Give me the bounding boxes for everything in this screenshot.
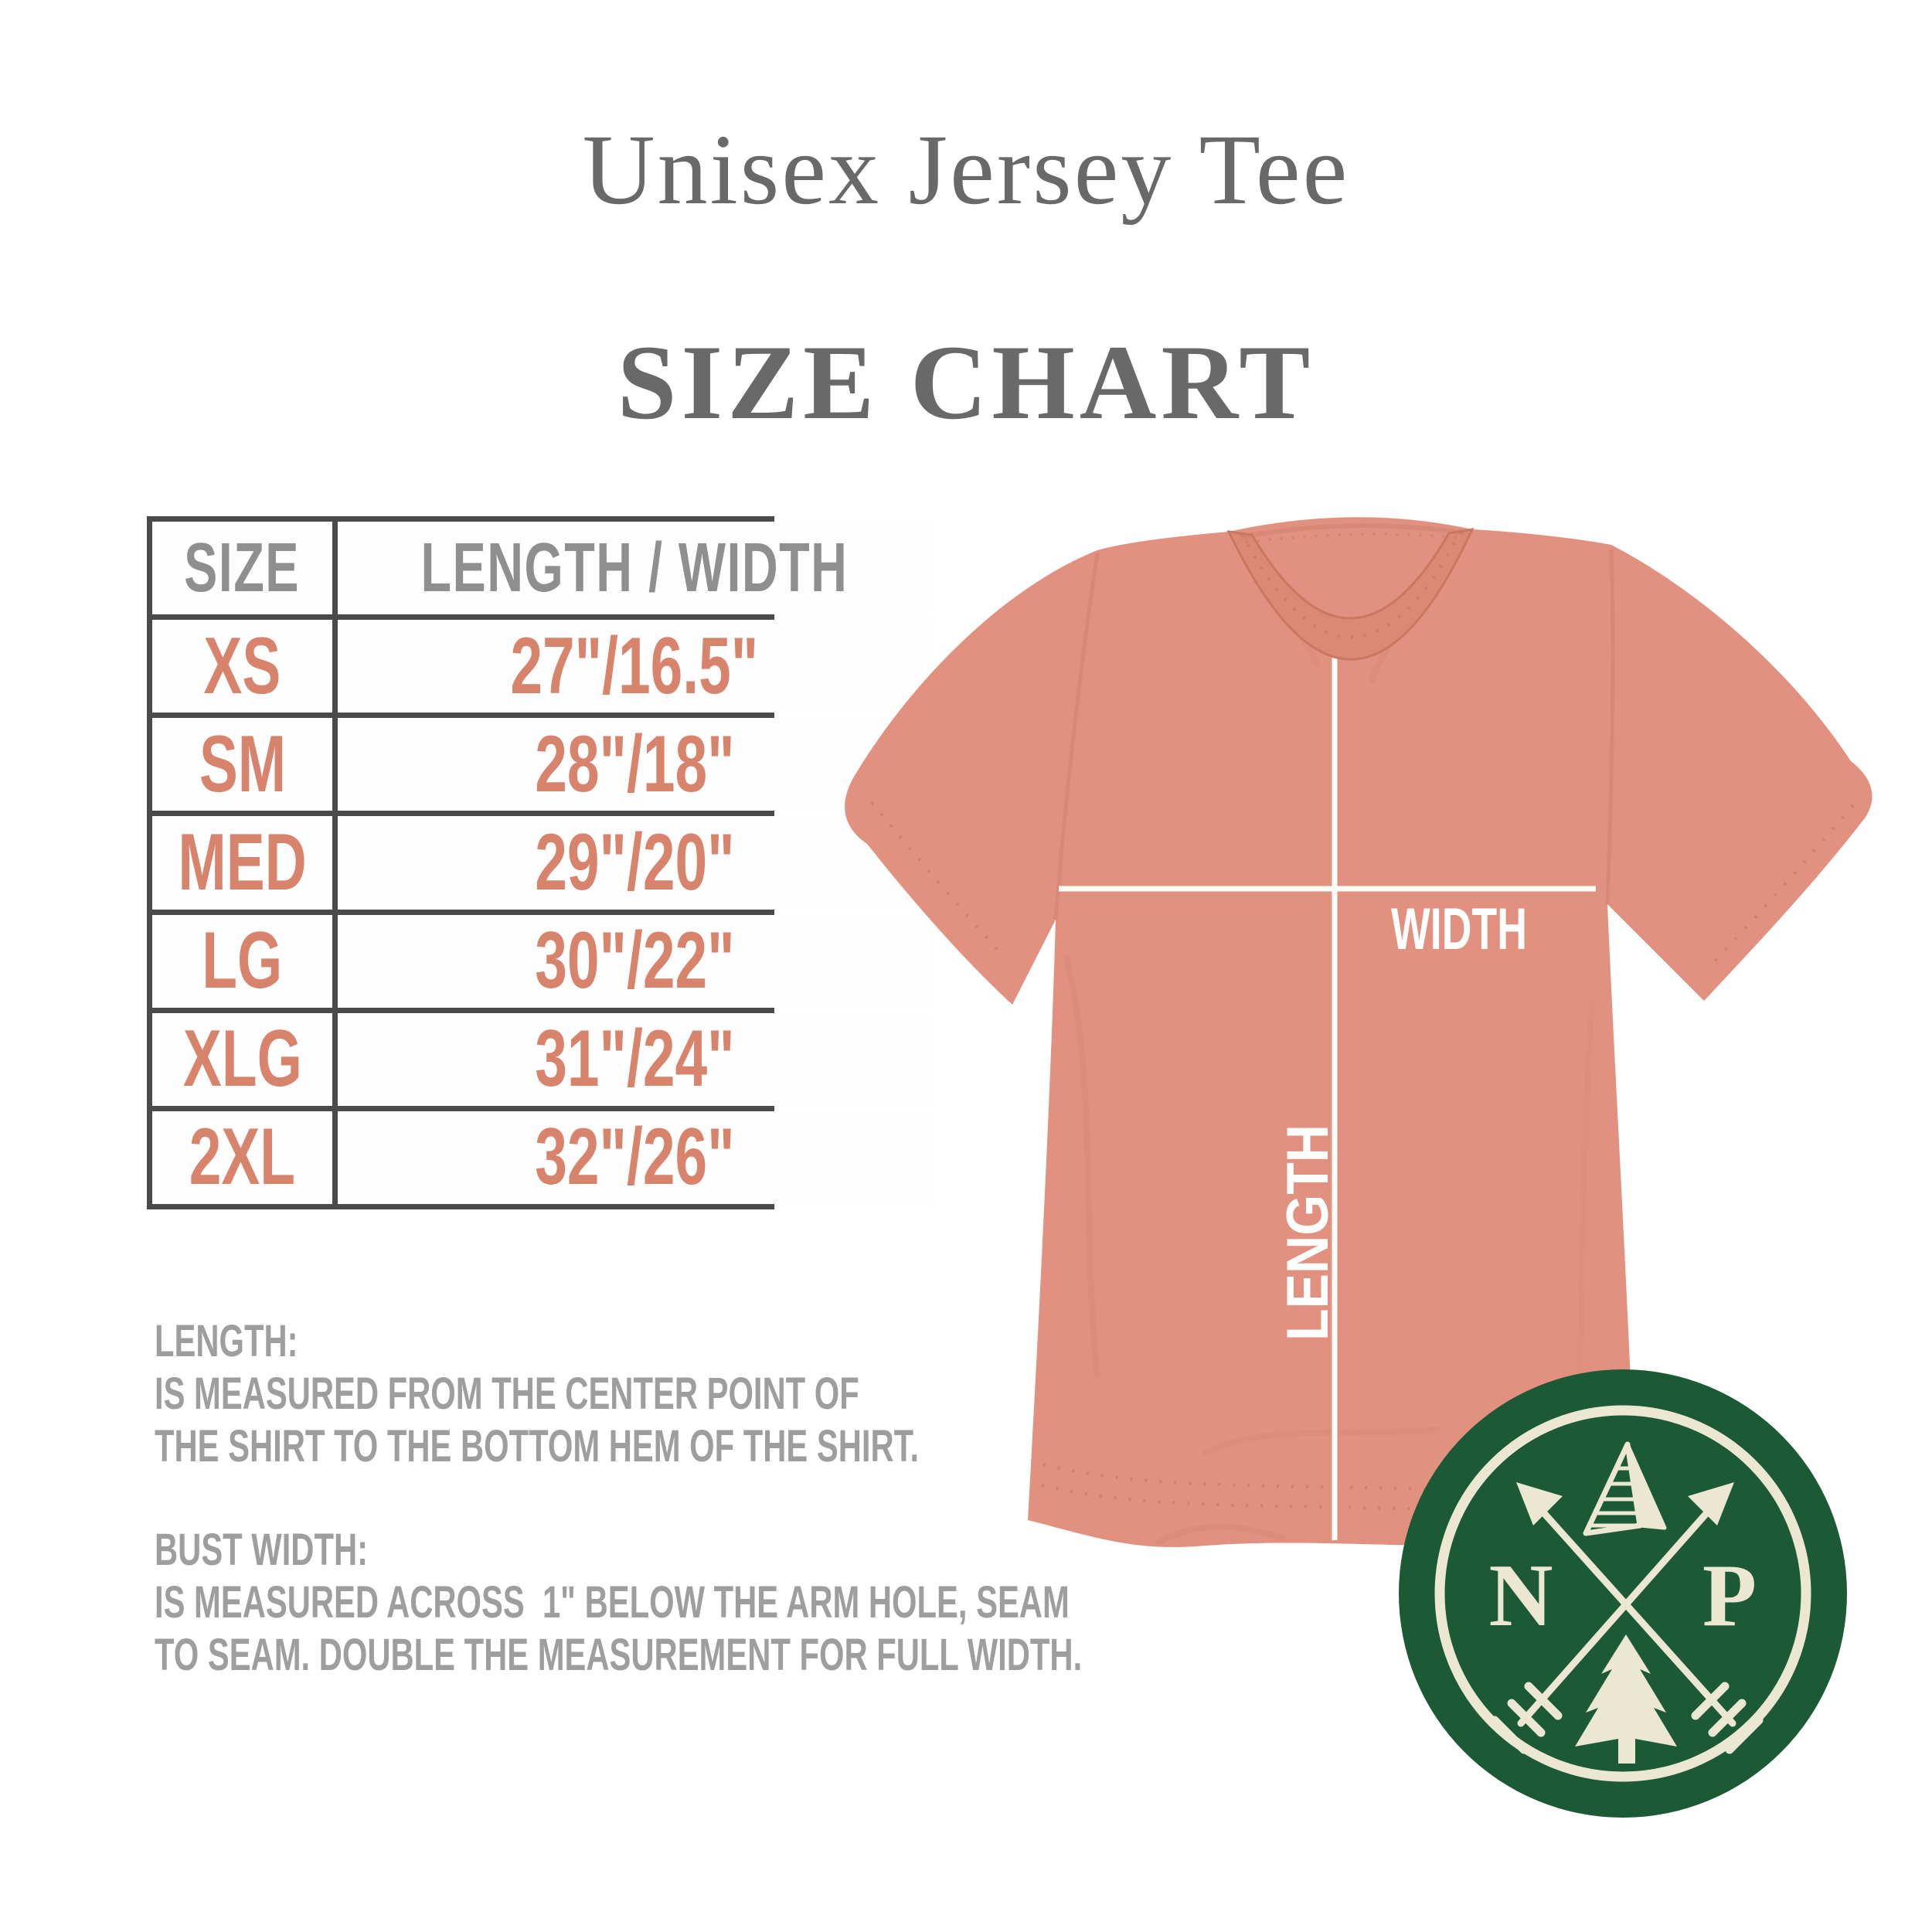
logo-letter-p: P [1702,1546,1757,1645]
bust-note-line: IS MEASURED ACROSS 1" BELOW THE ARM HOLE… [155,1577,1070,1628]
table-row-2xl-measurement: 32"/26" [338,1111,931,1204]
table-row-med-size: MED [152,816,332,910]
tshirt-body [845,517,1872,1547]
table-row-2xl-size: 2XL [152,1111,332,1204]
size-table-header-length-width: LENGTH / WIDTH [338,522,931,615]
brand-logo: N P [1399,1369,1847,1818]
size-table-header-size: SIZE [152,522,332,615]
page-title: Unisex Jersey Tee [582,114,1350,226]
table-row-lg-size: LG [152,914,332,1008]
length-note-line: THE SHIRT TO THE BOTTOM HEM OF THE SHIRT… [155,1421,920,1471]
bust-note-heading: BUST WIDTH: [155,1525,369,1575]
table-row-sm-measurement: 28"/18" [338,718,931,811]
crossed-arrows-icon [1490,1482,1764,1754]
logo-inner-ring [1434,1405,1811,1782]
width-label: WIDTH [1391,896,1527,962]
bust-note-line: TO SEAM. DOUBLE THE MEASUREMENT FOR FULL… [155,1630,1083,1680]
bust-width-note: BUST WIDTH: IS MEASURED ACROSS 1" BELOW … [155,1524,1443,1682]
table-row-xs-size: XS [152,620,332,713]
table-row-sm-size: SM [152,718,332,811]
table-row-xlg-size: XLG [152,1012,332,1106]
length-label: LENGTH [1275,1124,1341,1341]
table-row-lg-measurement: 30"/22" [338,914,931,1008]
mountain-icon [1583,1441,1667,1536]
logo-letter-n: N [1488,1546,1553,1645]
page-subtitle: SIZE CHART [617,323,1315,441]
table-row-med-measurement: 29"/20" [338,816,931,910]
table-row-xlg-measurement: 31"/24" [338,1012,931,1106]
table-row-xs-measurement: 27"/16.5" [338,620,931,713]
length-note-heading: LENGTH: [155,1316,298,1366]
length-note: LENGTH: IS MEASURED FROM THE CENTER POIN… [155,1315,1443,1473]
size-table: SIZE LENGTH / WIDTH XS 27"/16.5" SM 28"/… [147,516,931,1209]
pine-tree-icon [1575,1634,1677,1764]
length-note-line: IS MEASURED FROM THE CENTER POINT OF [155,1369,859,1419]
tshirt-collar [1226,523,1475,661]
measurement-notes: LENGTH: IS MEASURED FROM THE CENTER POIN… [155,1315,1443,1682]
